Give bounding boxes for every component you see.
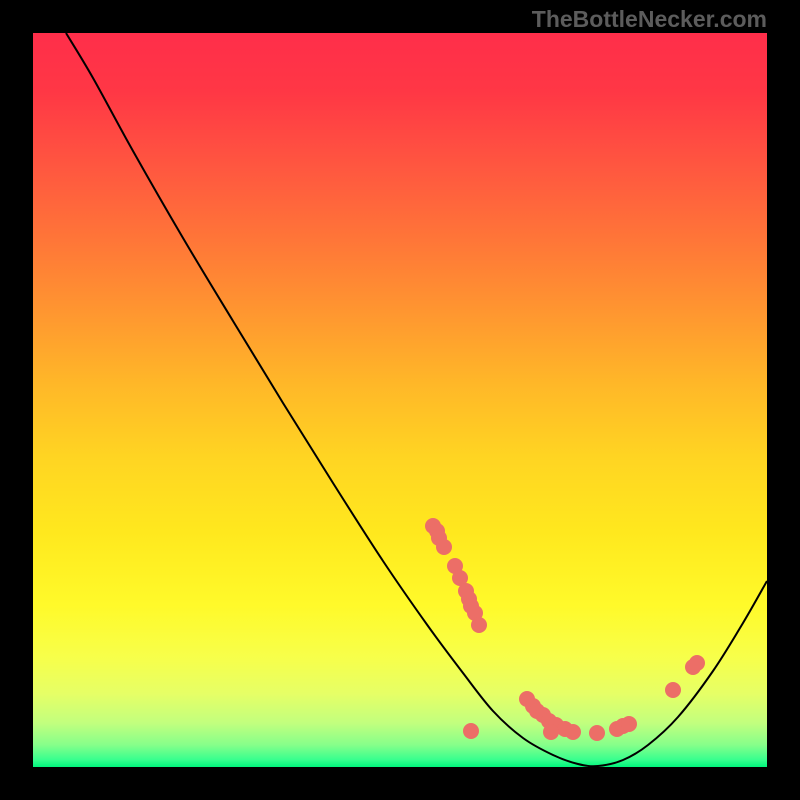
gradient-background bbox=[33, 33, 767, 767]
data-marker bbox=[471, 617, 487, 633]
data-marker bbox=[621, 716, 637, 732]
data-marker bbox=[463, 723, 479, 739]
data-marker bbox=[689, 655, 705, 671]
data-marker bbox=[589, 725, 605, 741]
data-marker bbox=[665, 682, 681, 698]
data-marker bbox=[543, 724, 559, 740]
data-marker bbox=[436, 539, 452, 555]
chart-svg bbox=[0, 0, 800, 800]
data-marker bbox=[565, 724, 581, 740]
